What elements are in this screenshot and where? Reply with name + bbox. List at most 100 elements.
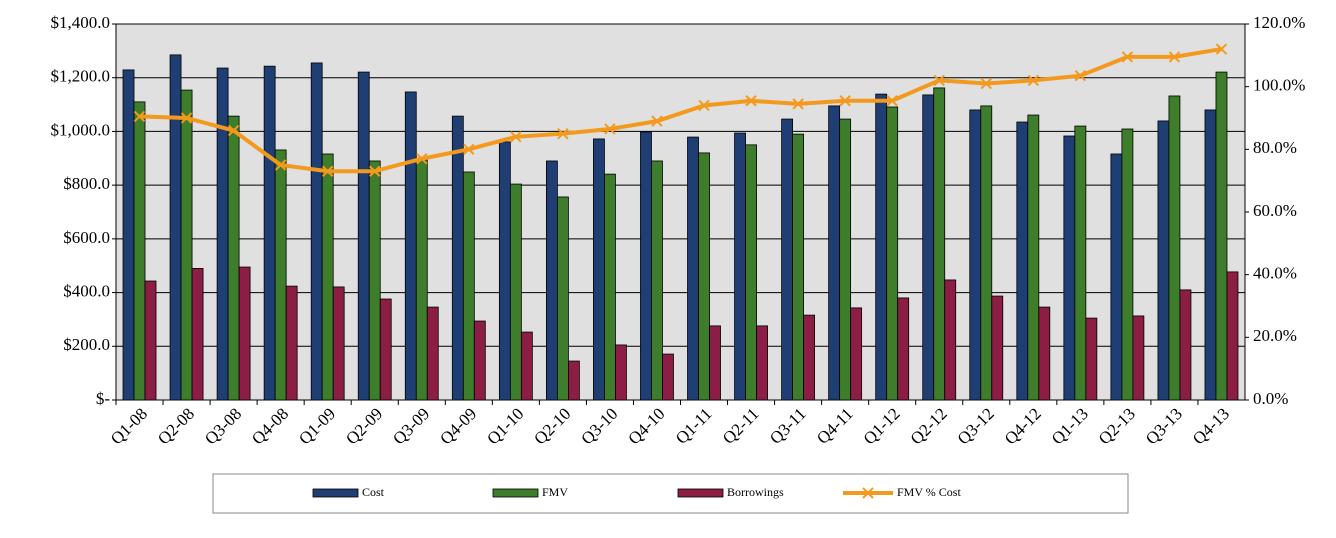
marker	[792, 98, 804, 110]
bar	[357, 71, 370, 401]
legend-label: Borrowings	[727, 485, 784, 499]
legend-swatch	[312, 488, 359, 498]
legend-label: FMV % Cost	[897, 485, 961, 499]
x-tick-label: Q1-09	[295, 404, 339, 448]
y2-tick-label: 40.0%	[1253, 264, 1297, 283]
bar	[169, 54, 182, 401]
marker	[1121, 51, 1134, 63]
bar	[745, 144, 757, 401]
bar	[191, 267, 204, 401]
y2-tick-label: 0.0%	[1253, 389, 1288, 408]
bar	[238, 266, 251, 401]
x-tick-label: Q2-11	[719, 404, 763, 448]
bar	[545, 160, 558, 401]
bar	[451, 115, 464, 401]
bar	[426, 306, 439, 401]
bar	[310, 62, 323, 401]
y-tick-label: $600.0	[63, 228, 110, 247]
marker	[416, 153, 428, 165]
bar	[969, 109, 982, 401]
bar	[520, 331, 533, 401]
x-tick-label: Q4-10	[624, 404, 668, 448]
marker	[180, 112, 193, 124]
bar	[640, 131, 652, 401]
bar	[803, 314, 816, 401]
bar	[980, 105, 993, 401]
bar	[875, 93, 888, 401]
marker	[933, 74, 945, 87]
bar	[216, 67, 229, 401]
bar	[687, 136, 699, 401]
bar	[415, 159, 428, 401]
bar	[604, 173, 616, 401]
bar	[274, 149, 287, 401]
legend-label: Cost	[362, 485, 385, 499]
bar	[1226, 271, 1239, 401]
bar	[1074, 125, 1087, 401]
bar	[321, 153, 334, 401]
x-tick-label: Q3-13	[1142, 404, 1186, 448]
legend-box	[212, 473, 1129, 514]
bar	[850, 307, 863, 401]
marker	[1027, 74, 1040, 87]
marker	[1215, 43, 1228, 55]
legend-swatch	[677, 488, 724, 498]
y-tick-label: $1,200.0	[51, 67, 111, 86]
x-tick-label: Q4-11	[813, 404, 857, 448]
bar	[1204, 109, 1217, 401]
marker	[321, 165, 334, 177]
x-tick-label: Q1-10	[483, 404, 527, 448]
bar	[285, 285, 298, 401]
x-tick-label: Q4-08	[248, 404, 292, 448]
x-tick-label: Q1-12	[860, 404, 904, 448]
bar	[1215, 71, 1228, 401]
legend-swatch	[492, 488, 539, 498]
x-tick-label: Q3-08	[201, 404, 245, 448]
marker	[557, 127, 569, 140]
bar	[1110, 153, 1123, 401]
x-tick-label: Q1-11	[672, 404, 716, 448]
y-tick-label: $-	[96, 389, 111, 408]
bar	[1168, 95, 1181, 401]
x-tick-label: Q4-09	[436, 404, 480, 448]
bar	[404, 91, 417, 401]
bar	[897, 297, 910, 401]
marker	[133, 110, 146, 123]
bar	[734, 132, 746, 401]
bar	[1121, 128, 1134, 401]
x-tick-label: Q4-13	[1189, 404, 1233, 448]
bar	[698, 152, 710, 401]
x-tick-label: Q2-09	[342, 404, 386, 448]
bar	[1038, 306, 1051, 401]
bar	[556, 196, 569, 401]
bar	[498, 141, 511, 401]
bar	[756, 325, 768, 401]
bar	[1157, 120, 1170, 401]
bar	[144, 280, 157, 401]
bar	[615, 344, 627, 401]
bar	[593, 138, 605, 401]
x-tick-label: Q1-13	[1048, 404, 1092, 448]
bar	[933, 87, 946, 401]
bar	[839, 118, 852, 401]
bar	[332, 286, 345, 401]
marker	[698, 99, 710, 112]
bar	[379, 298, 392, 401]
bar	[122, 69, 135, 401]
bar	[1085, 317, 1098, 401]
bar	[1132, 315, 1145, 401]
marker	[745, 95, 757, 107]
bar	[473, 320, 486, 401]
marker	[274, 159, 287, 171]
marker	[463, 143, 475, 156]
marker	[510, 131, 522, 143]
bar	[1063, 135, 1076, 401]
bar	[1027, 114, 1040, 401]
y-tick-label: $1,400.0	[51, 13, 111, 32]
marker	[980, 77, 992, 90]
y2-tick-label: 100.0%	[1253, 76, 1305, 95]
y2-tick-label: 120.0%	[1253, 13, 1305, 32]
x-tick-label: Q2-08	[154, 404, 198, 448]
y-tick-label: $400.0	[63, 281, 110, 300]
